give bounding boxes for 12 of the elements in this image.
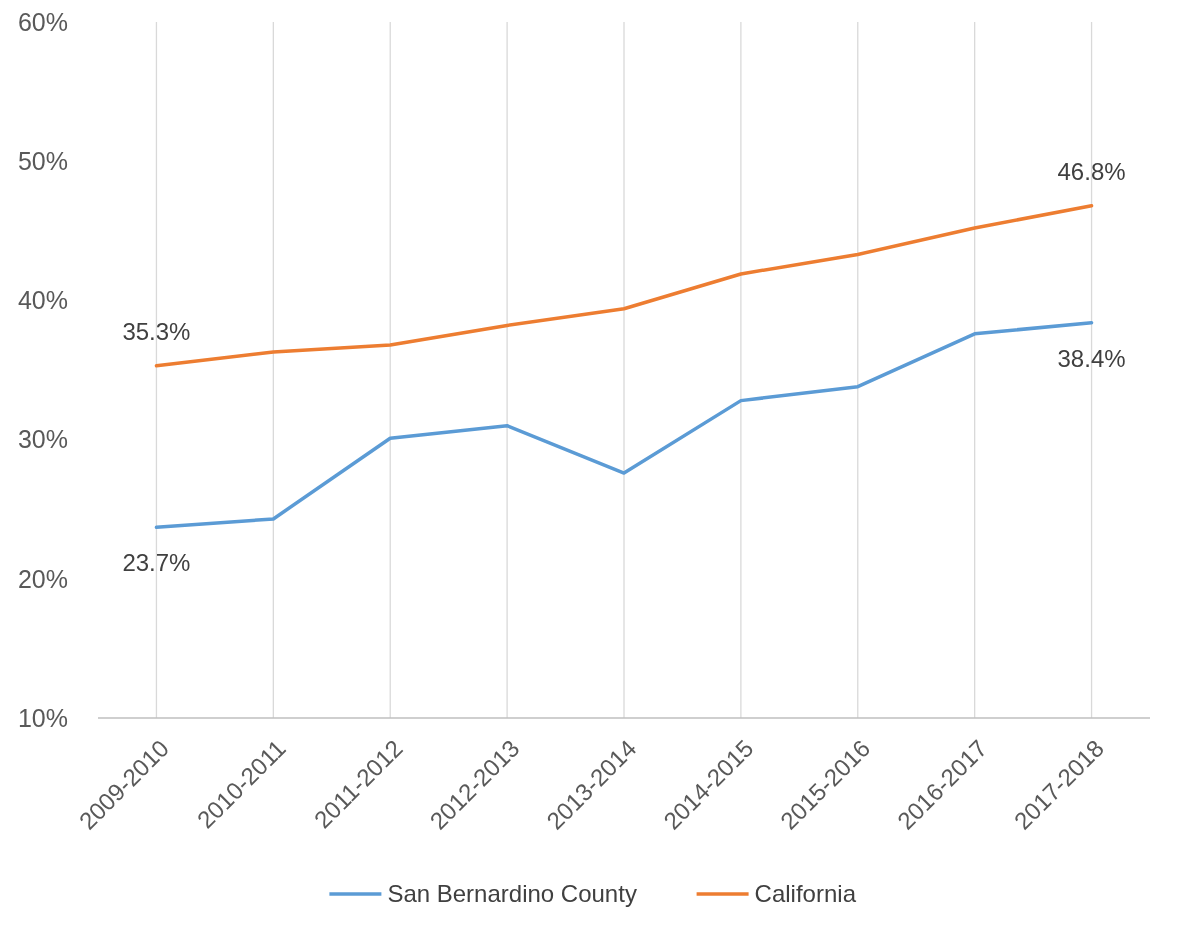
y-tick-label: 50% [17, 146, 68, 175]
data-label: 46.8% [1057, 157, 1126, 185]
y-tick-label: 60% [17, 7, 68, 36]
data-label: 23.7% [122, 549, 191, 577]
y-tick-label: 40% [17, 286, 68, 315]
legend-label: California [754, 880, 857, 907]
data-label: 35.3% [122, 317, 191, 345]
y-tick-label: 30% [17, 425, 68, 454]
legend-label: San Bernardino County [387, 880, 637, 907]
data-label: 38.4% [1057, 344, 1126, 372]
y-tick-label: 20% [17, 564, 68, 593]
y-tick-label: 10% [17, 703, 68, 732]
